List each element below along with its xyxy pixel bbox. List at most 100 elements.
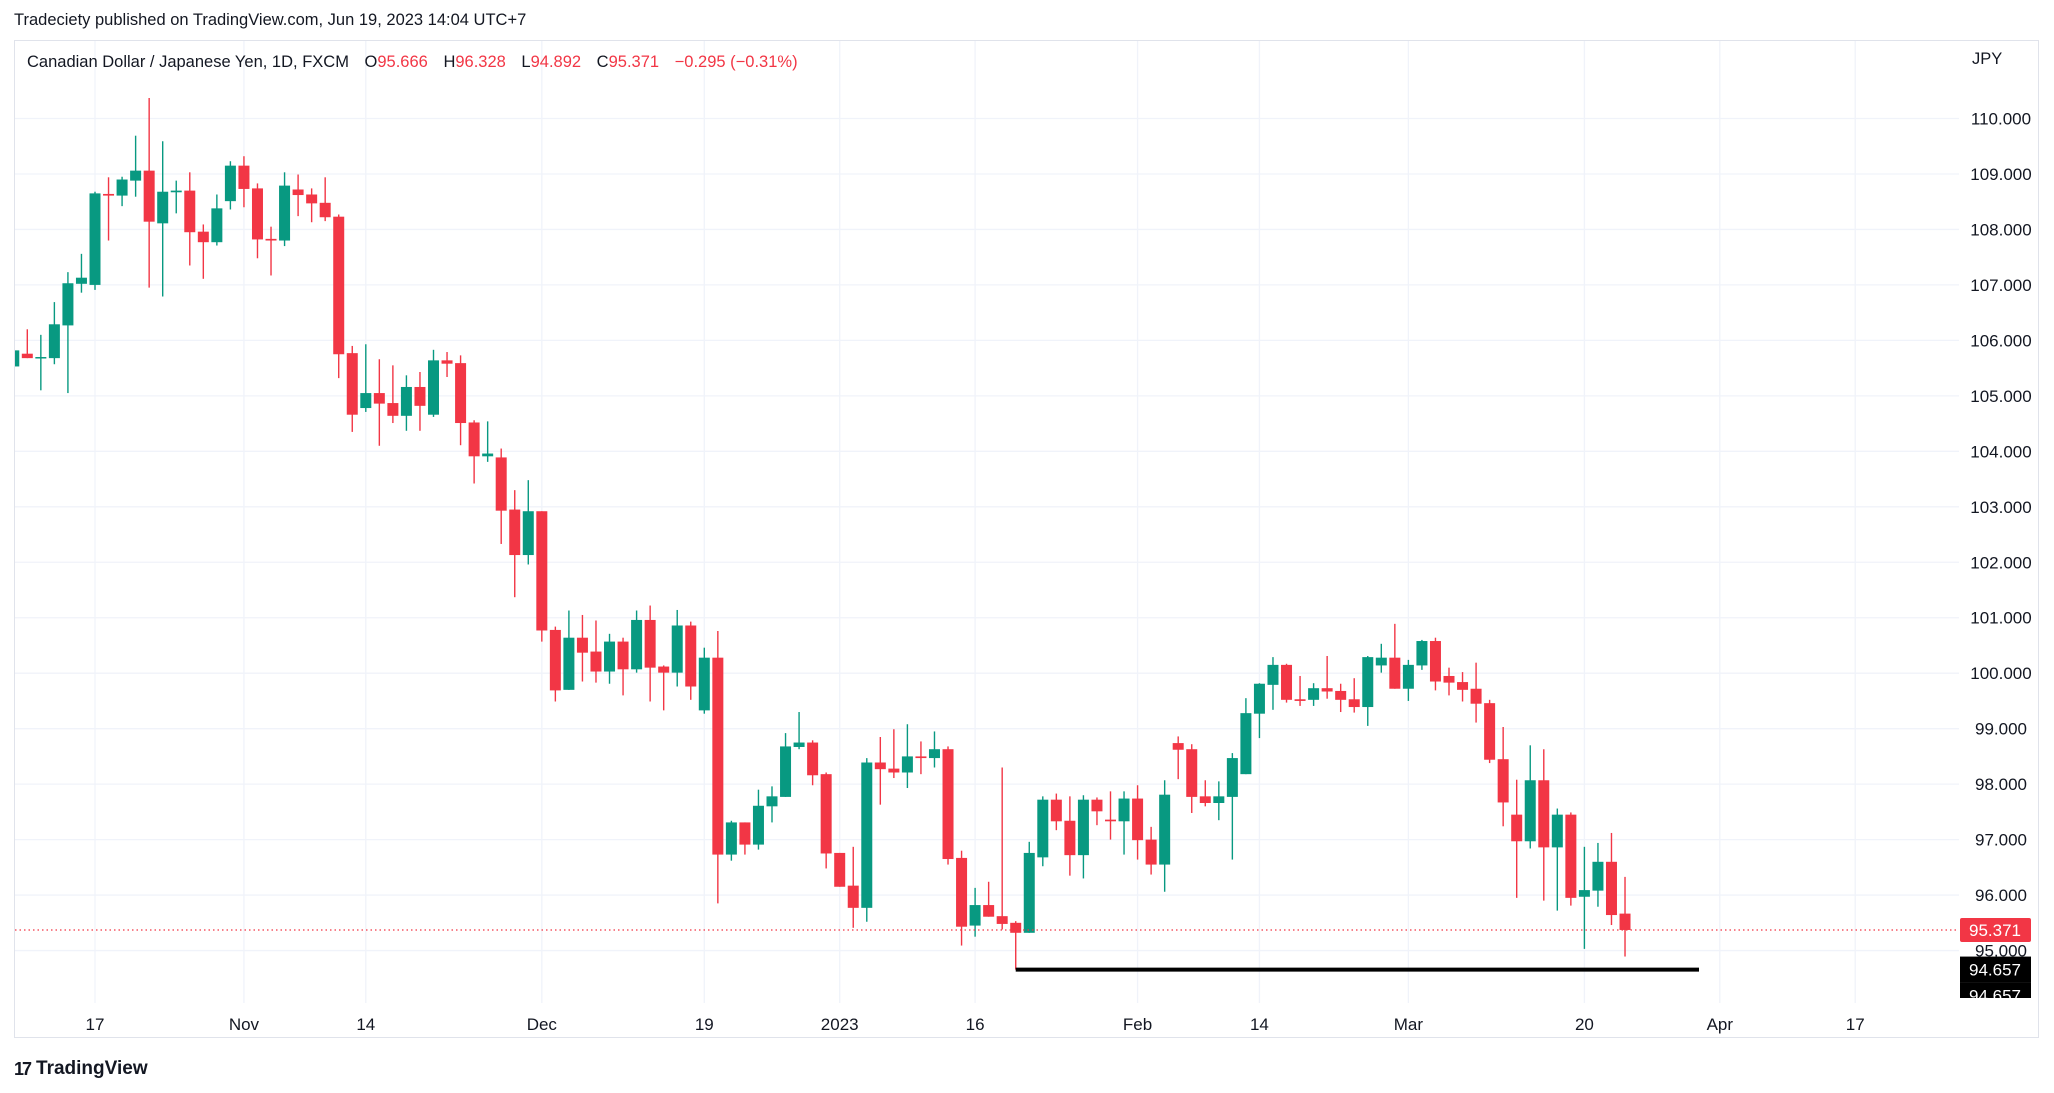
- candle[interactable]: [1294, 675, 1306, 706]
- candle[interactable]: [1578, 846, 1590, 949]
- price-axis[interactable]: 110.000 109.000 108.000 107.000 106.000 105.0…: [1970, 110, 2031, 961]
- candle[interactable]: [21, 329, 33, 359]
- candle[interactable]: [428, 349, 439, 417]
- candle[interactable]: [1253, 683, 1265, 739]
- candle[interactable]: [834, 852, 846, 887]
- candle[interactable]: [1132, 785, 1144, 860]
- candle[interactable]: [983, 881, 995, 917]
- candle[interactable]: [1077, 795, 1089, 879]
- candle[interactable]: [861, 758, 873, 922]
- candle[interactable]: [441, 352, 453, 377]
- candle[interactable]: [1172, 736, 1184, 780]
- candle[interactable]: [1375, 643, 1387, 673]
- candle[interactable]: [725, 820, 737, 861]
- candle[interactable]: [956, 850, 968, 946]
- candle[interactable]: [89, 191, 101, 290]
- candle[interactable]: [103, 177, 115, 241]
- candle[interactable]: [1226, 753, 1238, 860]
- candle[interactable]: [1213, 781, 1225, 821]
- candle[interactable]: [1538, 749, 1550, 901]
- tradingview-logo[interactable]: 17 TradingView: [14, 1058, 148, 1080]
- candle[interactable]: [1605, 832, 1617, 926]
- candle[interactable]: [373, 359, 385, 446]
- candle[interactable]: [1023, 841, 1035, 933]
- candle[interactable]: [888, 729, 900, 779]
- candle[interactable]: [1592, 842, 1604, 907]
- candle[interactable]: [414, 371, 426, 431]
- candle[interactable]: [1389, 623, 1401, 689]
- candle[interactable]: [901, 724, 913, 789]
- symbol-legend[interactable]: Canadian Dollar / Japanese Yen, 1D, FXCM…: [27, 53, 798, 72]
- candle[interactable]: [1118, 791, 1130, 855]
- candle[interactable]: [279, 172, 291, 247]
- candle[interactable]: [265, 226, 277, 276]
- candle[interactable]: [509, 490, 521, 598]
- candle[interactable]: [685, 621, 697, 700]
- candle[interactable]: [1497, 727, 1509, 827]
- candle[interactable]: [75, 253, 87, 293]
- candle[interactable]: [793, 712, 805, 750]
- time-axis[interactable]: 17 Nov 14 Dec 19 2023 16 Feb 14 Mar 20 Apr 17: [86, 1015, 1865, 1034]
- candle[interactable]: [780, 733, 792, 797]
- plot-area[interactable]: [8, 97, 1959, 972]
- candle[interactable]: [1362, 656, 1374, 726]
- candle[interactable]: [536, 511, 548, 642]
- candle[interactable]: [590, 620, 602, 683]
- candle[interactable]: [969, 887, 981, 937]
- candle[interactable]: [928, 731, 940, 768]
- candle[interactable]: [522, 480, 534, 565]
- candle[interactable]: [604, 633, 616, 684]
- candle[interactable]: [306, 188, 318, 223]
- candle[interactable]: [752, 789, 764, 850]
- candle[interactable]: [712, 631, 724, 904]
- candle[interactable]: [631, 610, 643, 673]
- candle[interactable]: [1267, 657, 1279, 710]
- candle[interactable]: [1457, 672, 1469, 702]
- candle[interactable]: [915, 741, 927, 775]
- candle[interactable]: [116, 176, 128, 207]
- candle[interactable]: [292, 174, 304, 217]
- candle[interactable]: [1321, 656, 1333, 699]
- candle[interactable]: [671, 609, 683, 687]
- candle[interactable]: [184, 172, 196, 266]
- candle[interactable]: [1240, 698, 1252, 775]
- candle[interactable]: [766, 786, 778, 823]
- candle[interactable]: [1484, 699, 1496, 764]
- candle[interactable]: [1416, 639, 1428, 670]
- candle[interactable]: [1010, 921, 1022, 970]
- candle[interactable]: [644, 605, 656, 702]
- candle[interactable]: [360, 344, 372, 412]
- candle[interactable]: [35, 334, 47, 391]
- candle[interactable]: [1091, 797, 1103, 826]
- candle[interactable]: [224, 161, 236, 210]
- candle[interactable]: [1551, 808, 1563, 911]
- candle[interactable]: [1064, 796, 1076, 876]
- candle[interactable]: [319, 177, 331, 222]
- candle[interactable]: [157, 141, 169, 297]
- candle[interactable]: [1524, 745, 1536, 849]
- candle[interactable]: [211, 194, 223, 246]
- candle[interactable]: [455, 355, 467, 446]
- candle[interactable]: [658, 665, 670, 711]
- candle[interactable]: [1145, 826, 1157, 875]
- candle[interactable]: [549, 626, 561, 702]
- candle[interactable]: [387, 365, 399, 424]
- candle[interactable]: [170, 180, 182, 214]
- candle[interactable]: [62, 272, 74, 394]
- candle[interactable]: [1470, 662, 1482, 723]
- candle[interactable]: [495, 448, 507, 544]
- candle[interactable]: [143, 97, 155, 288]
- candle[interactable]: [996, 767, 1008, 930]
- candle[interactable]: [1402, 659, 1414, 701]
- candle[interactable]: [130, 135, 142, 197]
- candle[interactable]: [576, 614, 588, 682]
- candle[interactable]: [739, 822, 751, 855]
- candle[interactable]: [1443, 667, 1455, 696]
- candle[interactable]: [1105, 791, 1116, 840]
- candle[interactable]: [874, 736, 886, 805]
- candle[interactable]: [1037, 796, 1049, 867]
- candle[interactable]: [1511, 779, 1523, 898]
- candle[interactable]: [698, 647, 710, 714]
- candle[interactable]: [1050, 793, 1062, 831]
- candle[interactable]: [1308, 683, 1320, 706]
